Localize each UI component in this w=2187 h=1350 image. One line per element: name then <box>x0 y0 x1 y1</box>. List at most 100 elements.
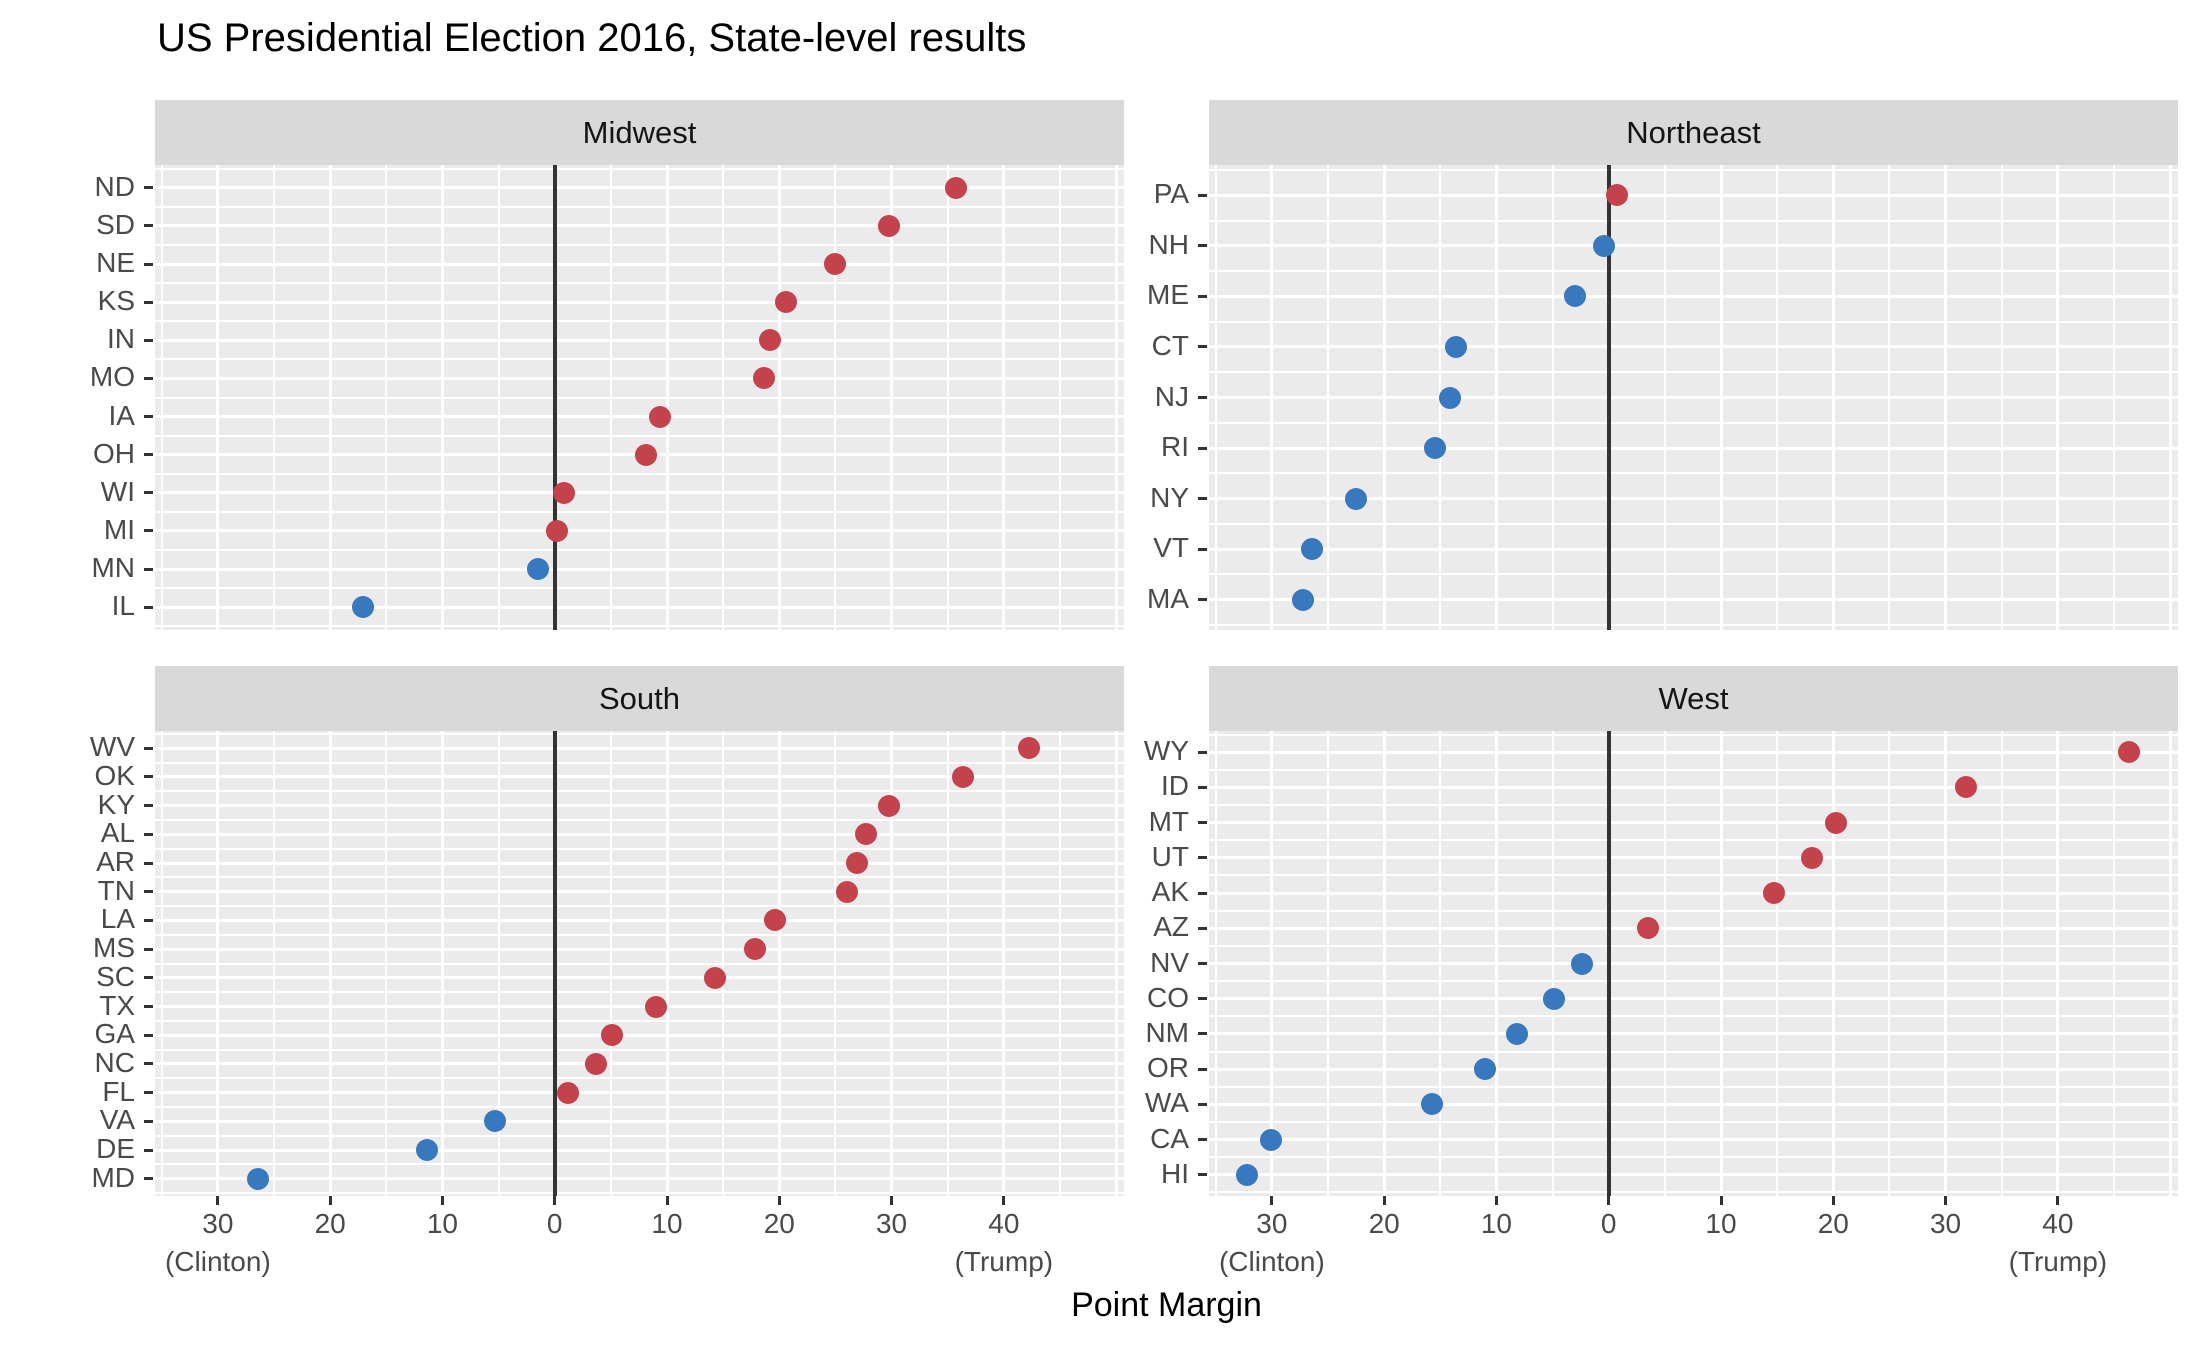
state-label: SC <box>96 960 135 992</box>
state-label: MO <box>89 361 135 393</box>
gridline <box>155 167 1124 170</box>
gridline <box>155 1148 1124 1152</box>
gridline <box>1209 219 2178 222</box>
facet-strip-label: Midwest <box>582 114 697 150</box>
y-axis-tick <box>1198 821 1207 825</box>
gridline <box>155 1062 1124 1066</box>
gridline <box>155 415 1124 419</box>
x-axis-tick <box>1494 1196 1498 1205</box>
state-label: GA <box>94 1018 135 1050</box>
gridline <box>1209 750 2178 754</box>
data-point <box>944 176 967 199</box>
x-axis-tick-label: 40 <box>988 1208 1020 1239</box>
x-axis-tick-label: 10 <box>651 1208 683 1239</box>
gridline <box>155 976 1124 980</box>
gridline <box>1209 472 2178 475</box>
data-point <box>1445 335 1468 358</box>
y-axis-tick <box>144 861 153 865</box>
data-point <box>1637 917 1660 940</box>
state-label: NY <box>1150 481 1189 513</box>
facet-strip-label: South <box>598 680 680 716</box>
data-point <box>1542 987 1565 1010</box>
data-point <box>351 596 374 619</box>
x-axis-tick <box>1002 1196 1006 1205</box>
x-axis-tick <box>440 1196 444 1205</box>
y-axis-tick <box>1198 598 1207 602</box>
gridline <box>155 732 1124 735</box>
x-axis-tick-label: 40 <box>2042 1208 2074 1239</box>
x-axis-tick <box>777 1196 781 1205</box>
gridline <box>1209 733 2178 736</box>
state-label: AZ <box>1153 911 1189 943</box>
gridline <box>1209 1121 2178 1124</box>
data-point <box>1017 737 1040 760</box>
gridline <box>155 282 1124 285</box>
gridline <box>155 186 1124 190</box>
y-axis-tick <box>144 1119 153 1123</box>
gridline <box>155 1033 1124 1037</box>
data-point <box>634 443 657 466</box>
y-axis-tick <box>1198 244 1207 248</box>
x-axis-tick-label: 30 <box>202 1208 234 1239</box>
x-axis-tick <box>2056 1196 2060 1205</box>
y-axis-tick <box>144 1033 153 1037</box>
gridline <box>1209 270 2178 273</box>
data-point <box>752 367 775 390</box>
y-axis-tick <box>1198 785 1207 789</box>
data-point <box>247 1167 270 1190</box>
gridline <box>155 529 1124 533</box>
state-label: OH <box>93 437 135 469</box>
gridline <box>155 205 1124 208</box>
y-axis-tick <box>144 529 153 533</box>
gridline <box>155 775 1124 779</box>
gridline <box>1209 803 2178 806</box>
x-axis-tick <box>553 1196 557 1205</box>
data-point <box>743 938 766 961</box>
gridline <box>155 625 1124 628</box>
gridline <box>155 262 1124 266</box>
data-point <box>1570 952 1593 975</box>
gridline <box>1209 839 2178 842</box>
state-label: VT <box>1153 532 1189 564</box>
y-axis-tick <box>1198 750 1207 754</box>
state-label: PA <box>1153 178 1189 210</box>
state-label: HI <box>1161 1157 1189 1189</box>
trump-axis-label: (Trump) <box>2008 1246 2108 1277</box>
state-label: VA <box>99 1104 135 1136</box>
gridline <box>155 1192 1124 1195</box>
gridline <box>155 991 1124 994</box>
x-axis-tick <box>1607 1196 1611 1205</box>
gridline <box>1209 547 2178 551</box>
data-point <box>1605 184 1628 207</box>
state-label: AR <box>96 846 135 878</box>
clinton-axis-label: (Clinton) <box>164 1246 271 1277</box>
x-axis-tick-label: 30 <box>875 1208 908 1239</box>
state-label: CT <box>1151 329 1189 361</box>
gridline <box>1209 1015 2178 1018</box>
y-axis-tick <box>1198 446 1207 450</box>
state-label: CO <box>1147 981 1189 1013</box>
plot-panel <box>155 731 1124 1196</box>
gridline <box>155 605 1124 609</box>
gridline <box>1209 421 2178 424</box>
state-label: KS <box>97 285 135 317</box>
data-point <box>415 1139 438 1162</box>
state-label: WV <box>89 731 135 763</box>
gridline <box>155 491 1124 495</box>
x-axis-tick <box>1831 1196 1835 1205</box>
state-label: TN <box>97 874 135 906</box>
data-point <box>704 966 727 989</box>
data-point <box>1259 1128 1282 1151</box>
y-axis-tick <box>1198 1173 1207 1177</box>
data-point <box>1762 882 1785 905</box>
data-point <box>552 481 575 504</box>
gridline <box>1209 1156 2178 1159</box>
x-axis-tick <box>1944 1196 1948 1205</box>
state-label: WY <box>1143 735 1189 767</box>
gridline <box>1209 926 2178 930</box>
state-label: NV <box>1150 946 1189 978</box>
data-point <box>585 1052 608 1075</box>
gridline <box>155 818 1124 821</box>
gridline <box>1209 891 2178 895</box>
x-axis-tick-label: 20 <box>1817 1208 1849 1239</box>
